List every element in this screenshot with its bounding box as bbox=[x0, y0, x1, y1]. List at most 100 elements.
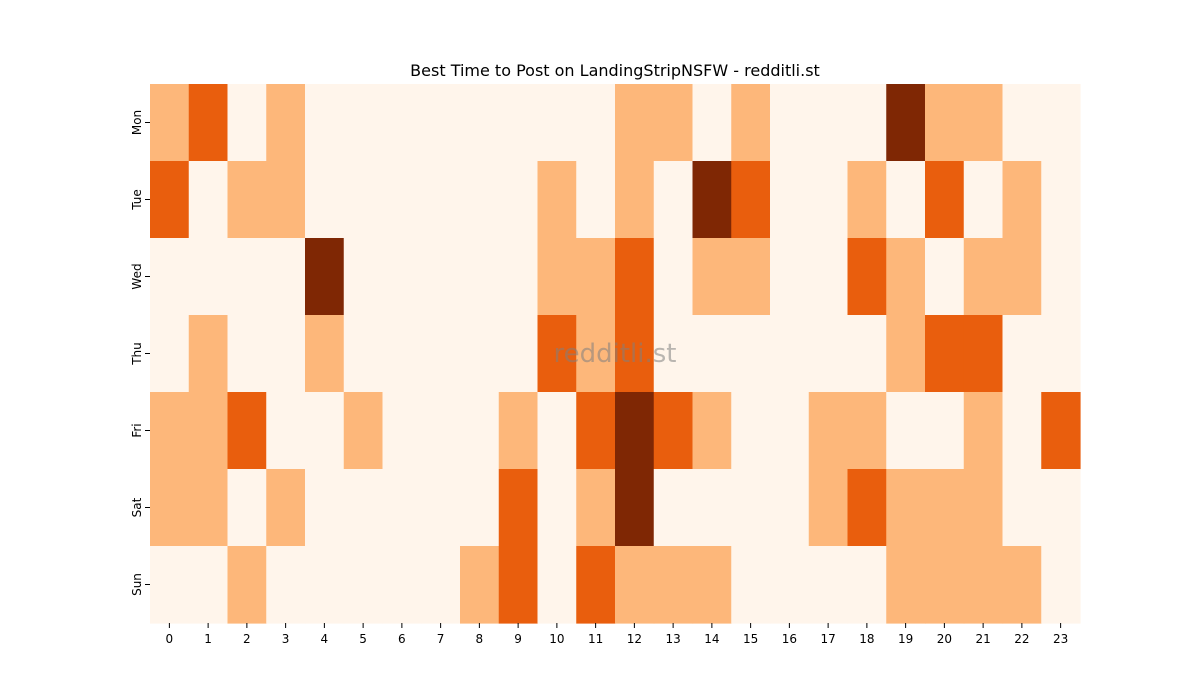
heatmap-cell bbox=[227, 315, 267, 393]
heatmap-cell bbox=[1002, 546, 1042, 624]
heatmap-cell bbox=[305, 161, 345, 239]
x-tick-label: 1 bbox=[204, 632, 212, 646]
heatmap-cell bbox=[343, 546, 384, 624]
heatmap-cell bbox=[615, 469, 655, 547]
heatmap-cell bbox=[305, 84, 345, 162]
heatmap-cell bbox=[382, 392, 422, 470]
heatmap-cell bbox=[498, 84, 539, 162]
heatmap-cell bbox=[266, 238, 306, 316]
heatmap-cell bbox=[808, 392, 849, 470]
heatmap-cell bbox=[963, 315, 1004, 393]
heatmap-cell bbox=[305, 392, 345, 470]
watermark: redditli.st bbox=[554, 339, 677, 369]
heatmap-cell bbox=[421, 469, 461, 547]
heatmap-cell bbox=[886, 84, 926, 162]
heatmap-cell bbox=[576, 161, 616, 239]
heatmap-cell bbox=[227, 238, 267, 316]
heatmap-cell bbox=[576, 546, 616, 624]
heatmap-cell bbox=[498, 161, 539, 239]
heatmap-cell bbox=[576, 84, 616, 162]
heatmap-cell bbox=[188, 315, 229, 393]
heatmap-cell bbox=[266, 469, 306, 547]
heatmap-cell bbox=[692, 315, 732, 393]
heatmap-cell bbox=[653, 238, 694, 316]
heatmap-cell bbox=[615, 315, 655, 393]
heatmap-cell bbox=[731, 315, 771, 393]
heatmap-cell bbox=[770, 315, 810, 393]
heatmap-cell bbox=[770, 469, 810, 547]
heatmap-cell bbox=[537, 161, 577, 239]
heatmap-cell bbox=[615, 84, 655, 162]
heatmap-cell bbox=[150, 238, 190, 316]
x-tick-label: 17 bbox=[820, 632, 835, 646]
heatmap-cell bbox=[576, 238, 616, 316]
heatmap-cell bbox=[498, 238, 539, 316]
heatmap-cell bbox=[847, 546, 887, 624]
heatmap-cell bbox=[925, 392, 965, 470]
heatmap-cell bbox=[537, 84, 577, 162]
heatmap-cell bbox=[421, 84, 461, 162]
heatmap-cell bbox=[1002, 161, 1042, 239]
heatmap-cell bbox=[382, 238, 422, 316]
x-tick-label: 7 bbox=[437, 632, 445, 646]
heatmap-cell bbox=[460, 469, 500, 547]
heatmap-cell bbox=[808, 546, 849, 624]
heatmap-cell bbox=[460, 161, 500, 239]
heatmap-cell bbox=[731, 238, 771, 316]
heatmap-cell bbox=[498, 546, 539, 624]
heatmap-cell bbox=[963, 161, 1004, 239]
heatmap-cell bbox=[188, 469, 229, 547]
heatmap-cell bbox=[963, 392, 1004, 470]
heatmap-cell bbox=[1002, 469, 1042, 547]
heatmap-cell bbox=[731, 392, 771, 470]
heatmap-cell bbox=[1041, 161, 1081, 239]
heatmap-cell bbox=[886, 161, 926, 239]
heatmap-cell bbox=[925, 84, 965, 162]
heatmap-cell bbox=[692, 161, 732, 239]
heatmap-cell bbox=[150, 84, 190, 162]
heatmap-cell bbox=[1041, 469, 1081, 547]
heatmap-cell bbox=[382, 161, 422, 239]
x-tick-label: 12 bbox=[627, 632, 642, 646]
heatmap-cell bbox=[266, 84, 306, 162]
heatmap-cell bbox=[653, 84, 694, 162]
heatmap-cell bbox=[188, 238, 229, 316]
heatmap-cell bbox=[925, 546, 965, 624]
heatmap-cell bbox=[808, 238, 849, 316]
y-tick-label: Sun bbox=[130, 573, 144, 596]
heatmap-cell bbox=[266, 546, 306, 624]
heatmap-cell bbox=[615, 392, 655, 470]
y-tick-label: Thu bbox=[130, 342, 144, 366]
heatmap-cell bbox=[808, 161, 849, 239]
heatmap-cell bbox=[886, 392, 926, 470]
heatmap-cell bbox=[266, 392, 306, 470]
heatmap-cell bbox=[770, 546, 810, 624]
heatmap-cell bbox=[963, 238, 1004, 316]
heatmap-cell bbox=[576, 392, 616, 470]
heatmap-cell bbox=[305, 238, 345, 316]
x-tick-label: 5 bbox=[359, 632, 367, 646]
heatmap-cell bbox=[460, 238, 500, 316]
x-tick-label: 0 bbox=[166, 632, 174, 646]
heatmap-cell bbox=[150, 161, 190, 239]
heatmap-cell bbox=[692, 84, 732, 162]
heatmap-cell bbox=[847, 315, 887, 393]
heatmap-cell bbox=[343, 392, 384, 470]
heatmap-cell bbox=[731, 161, 771, 239]
y-tick-label: Tue bbox=[130, 189, 144, 211]
x-tick-label: 23 bbox=[1053, 632, 1068, 646]
heatmap-cell bbox=[770, 392, 810, 470]
heatmap-cell bbox=[188, 546, 229, 624]
heatmap-cell bbox=[770, 161, 810, 239]
heatmap-cell bbox=[692, 238, 732, 316]
x-tick-label: 21 bbox=[975, 632, 990, 646]
x-tick-label: 4 bbox=[321, 632, 329, 646]
heatmap-cell bbox=[188, 392, 229, 470]
y-tick-label: Wed bbox=[130, 263, 144, 289]
heatmap-cell bbox=[692, 392, 732, 470]
heatmap-cell bbox=[925, 161, 965, 239]
heatmap-cell bbox=[615, 161, 655, 239]
y-tick-label: Sat bbox=[130, 497, 144, 517]
heatmap-cell bbox=[305, 315, 345, 393]
heatmap-cell bbox=[460, 392, 500, 470]
